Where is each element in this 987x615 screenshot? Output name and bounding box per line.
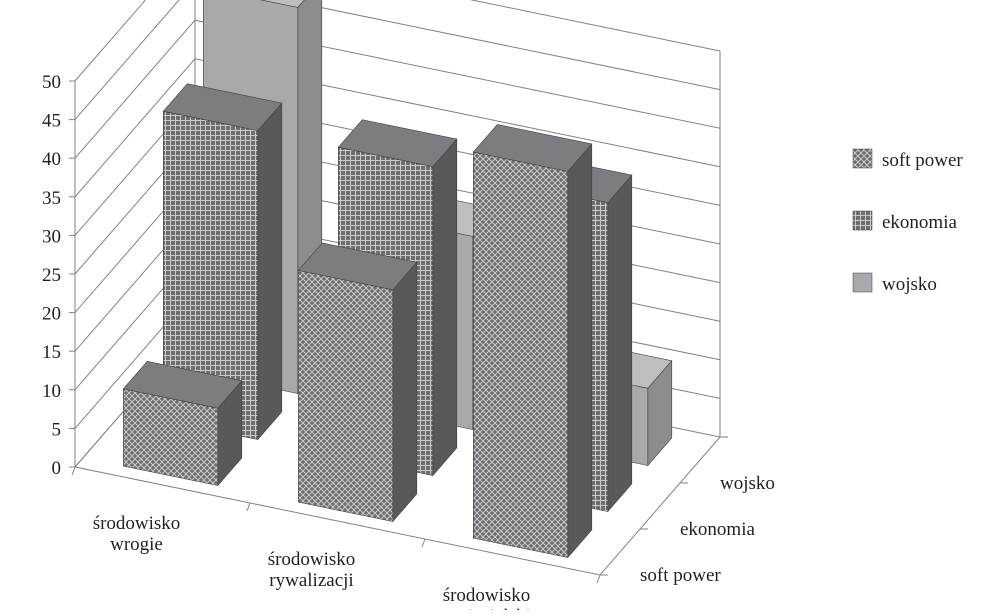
x-tick-label-line: środowisko	[443, 585, 531, 606]
bar-soft-power-1	[122, 360, 243, 487]
x-tick-label-line: środowisko	[93, 513, 181, 534]
y-tick-label: 35	[42, 188, 61, 209]
gridline	[74, 0, 721, 82]
x-tick-label: środowisko rywalizacji	[268, 549, 356, 591]
x-tick-mark	[596, 574, 601, 584]
x-tick-label: środowisko wrogie	[93, 513, 181, 555]
bar-side	[567, 143, 593, 559]
x-tick-mark	[71, 466, 76, 476]
x-tick-mark	[421, 538, 426, 548]
bars	[122, 0, 673, 559]
y-tick-label: 50	[42, 72, 61, 93]
y-tick-label: 10	[42, 381, 61, 402]
legend-label: wojsko	[882, 274, 937, 295]
x-tick-label: środowiskoprzyjacielskie	[434, 585, 540, 610]
x-tick-label-line: rywalizacji	[269, 570, 353, 591]
x-tick-label-line: wrogie	[110, 534, 163, 555]
legend-label: ekonomia	[882, 212, 957, 233]
legend: soft power ekonomia wojsko	[852, 148, 963, 295]
y-tick-label: 20	[42, 304, 61, 325]
x-tick-label-line: środowisko	[268, 549, 356, 570]
gridline	[74, 0, 721, 120]
y-tick-label: 30	[42, 226, 61, 247]
bar-front	[297, 270, 394, 522]
y-tick-label: 0	[52, 458, 62, 479]
bar-front	[472, 151, 569, 558]
x-tick-mark	[246, 502, 251, 512]
y-tick-label: 45	[42, 111, 61, 132]
bar-front	[123, 388, 219, 486]
legend-swatch	[852, 272, 873, 293]
bar-side	[432, 138, 458, 477]
x-tick-label-line: przyjacielskie	[434, 606, 540, 610]
depth-tick-label: wojsko	[720, 473, 775, 494]
legend-swatch	[852, 148, 873, 169]
bar-soft-power-2	[297, 242, 418, 523]
y-tick-label: 25	[42, 265, 61, 286]
y-tick-label: 40	[42, 149, 61, 170]
bar-side	[392, 261, 418, 523]
depth-tick-label: ekonomia	[680, 519, 755, 540]
y-tick-label: 15	[42, 342, 61, 363]
depth-tick-label: soft power	[640, 565, 721, 586]
legend-swatch	[852, 210, 873, 231]
bar-soft-power-3	[472, 124, 593, 559]
bar-side	[607, 174, 633, 513]
y-tick-label: 5	[52, 419, 62, 440]
legend-label: soft power	[882, 150, 963, 171]
bar-side	[257, 102, 283, 441]
bar-ekonomia-1	[162, 83, 283, 441]
